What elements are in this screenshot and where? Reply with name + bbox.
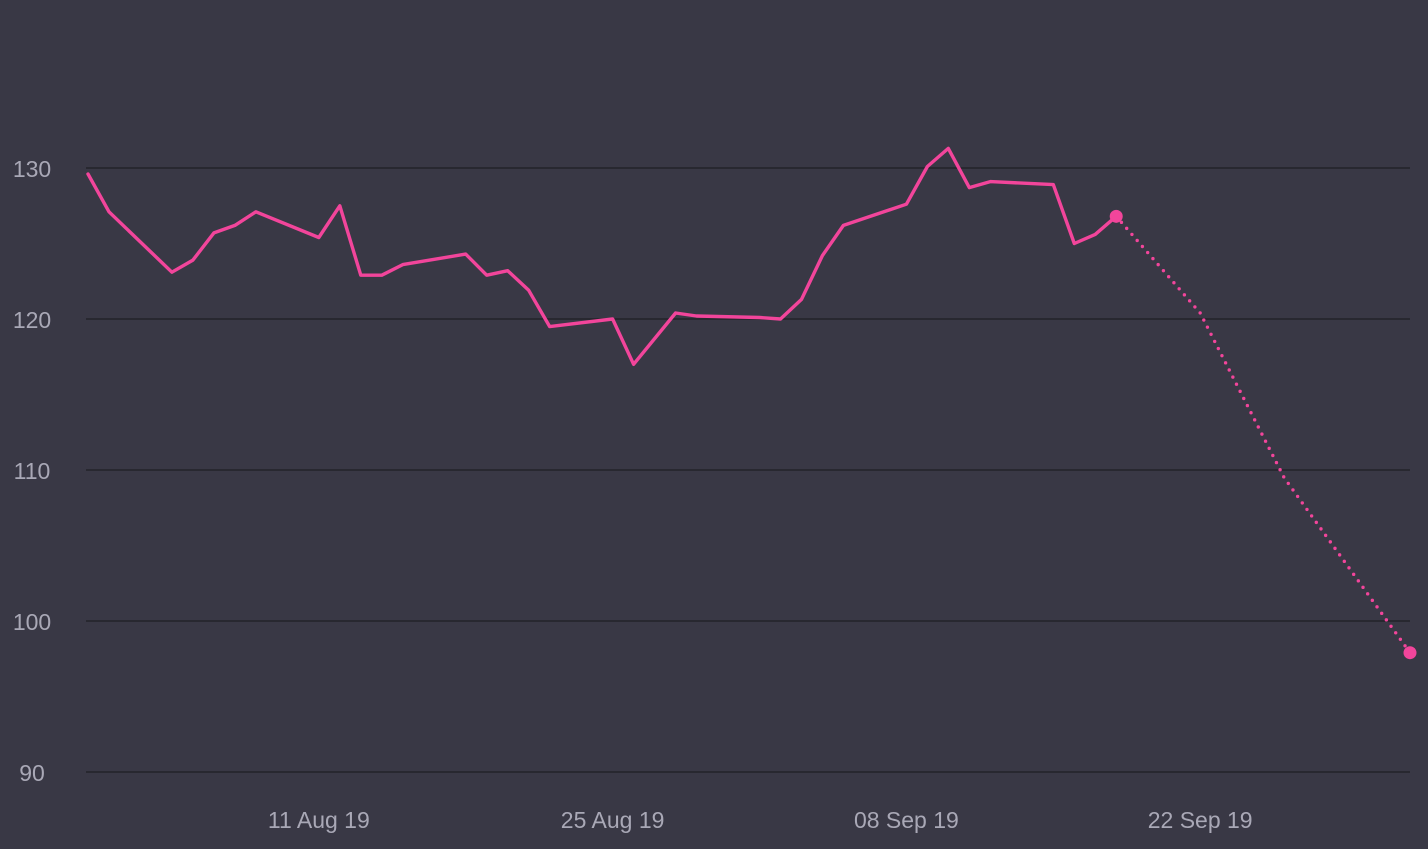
price-series-line [86, 146, 1118, 366]
y-axis-ticks: 90 100 110 120 130 [13, 156, 51, 786]
x-tick-label: 22 Sep 19 [1148, 807, 1253, 833]
marker-layer [1109, 209, 1417, 660]
last-actual-point [1109, 209, 1123, 223]
series-layer [86, 146, 1412, 655]
y-tick-label: 90 [19, 760, 45, 786]
gridlines [86, 167, 1410, 773]
forecast-series-line [1114, 214, 1412, 655]
x-tick-label: 11 Aug 19 [268, 807, 370, 833]
y-tick-label: 120 [13, 307, 51, 333]
y-tick-label: 130 [13, 156, 51, 182]
x-axis-ticks: 11 Aug 19 25 Aug 19 08 Sep 19 22 Sep 19 [268, 807, 1253, 833]
forecast-end-point [1403, 646, 1417, 660]
x-tick-label: 25 Aug 19 [561, 807, 665, 833]
x-tick-label: 08 Sep 19 [854, 807, 959, 833]
y-tick-label: 100 [13, 609, 51, 635]
y-tick-label: 110 [14, 458, 51, 484]
